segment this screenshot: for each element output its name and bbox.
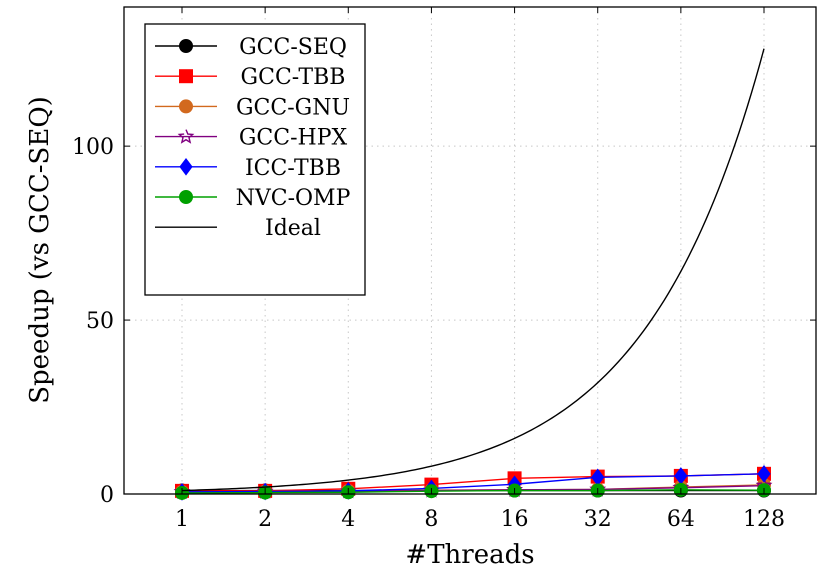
y-tick-label: 50 bbox=[86, 309, 114, 334]
legend-label: GCC-TBB bbox=[241, 65, 346, 90]
legend-entry-gcc-gnu: GCC-GNU bbox=[155, 95, 350, 120]
x-tick-label: 8 bbox=[424, 507, 438, 532]
series-line-icc-tbb bbox=[181, 473, 765, 493]
legend-label: GCC-SEQ bbox=[239, 35, 347, 60]
series-line-nvc-omp bbox=[181, 489, 765, 494]
series-ideal bbox=[181, 48, 765, 492]
legend-entry-nvc-omp: NVC-OMP bbox=[155, 186, 351, 211]
x-axis-label: #Threads bbox=[405, 540, 534, 570]
legend-marker bbox=[179, 39, 193, 53]
legend-marker bbox=[177, 129, 195, 144]
legend-label: NVC-OMP bbox=[236, 186, 351, 211]
legend-marker bbox=[179, 157, 193, 176]
legend-entry-icc-tbb: ICC-TBB bbox=[155, 156, 341, 181]
legend-marker bbox=[179, 69, 193, 84]
axis-ticks: 1 2 4 8 16 32 64 128 0 50 100 bbox=[72, 7, 816, 532]
y-tick-label: 100 bbox=[72, 135, 114, 160]
data-point-icc-tbb bbox=[757, 464, 771, 483]
legend-label: GCC-HPX bbox=[239, 126, 348, 151]
x-tick-label: 16 bbox=[501, 507, 529, 532]
x-tick-label: 4 bbox=[341, 507, 355, 532]
legend-entry-gcc-seq: GCC-SEQ bbox=[155, 35, 347, 60]
legend-entry-gcc-tbb: GCC-TBB bbox=[155, 65, 345, 90]
series-line-ideal bbox=[181, 48, 765, 492]
x-tick-label: 64 bbox=[667, 507, 695, 532]
legend: GCC-SEQ GCC-TBB GCC-GNU GCC-HPX ICC-TBB NVC-O… bbox=[144, 23, 366, 296]
x-tick-label: 2 bbox=[258, 507, 272, 532]
legend-label: GCC-GNU bbox=[236, 95, 350, 120]
x-tick-label: 1 bbox=[175, 507, 189, 532]
plot-frame bbox=[123, 6, 817, 495]
legend-label: ICC-TBB bbox=[245, 156, 341, 181]
y-tick-label: 0 bbox=[100, 483, 114, 508]
legend-entry-ideal: Ideal bbox=[155, 216, 321, 241]
legend-label: Ideal bbox=[265, 216, 321, 241]
legend-marker bbox=[179, 190, 193, 204]
legend-box bbox=[144, 23, 366, 296]
legend-marker bbox=[179, 99, 193, 114]
y-axis-label: Speedup (vs GCC-SEQ) bbox=[25, 96, 55, 404]
x-tick-label: 128 bbox=[743, 507, 785, 532]
legend-entry-gcc-hpx: GCC-HPX bbox=[155, 126, 347, 151]
x-tick-label: 32 bbox=[584, 507, 612, 532]
